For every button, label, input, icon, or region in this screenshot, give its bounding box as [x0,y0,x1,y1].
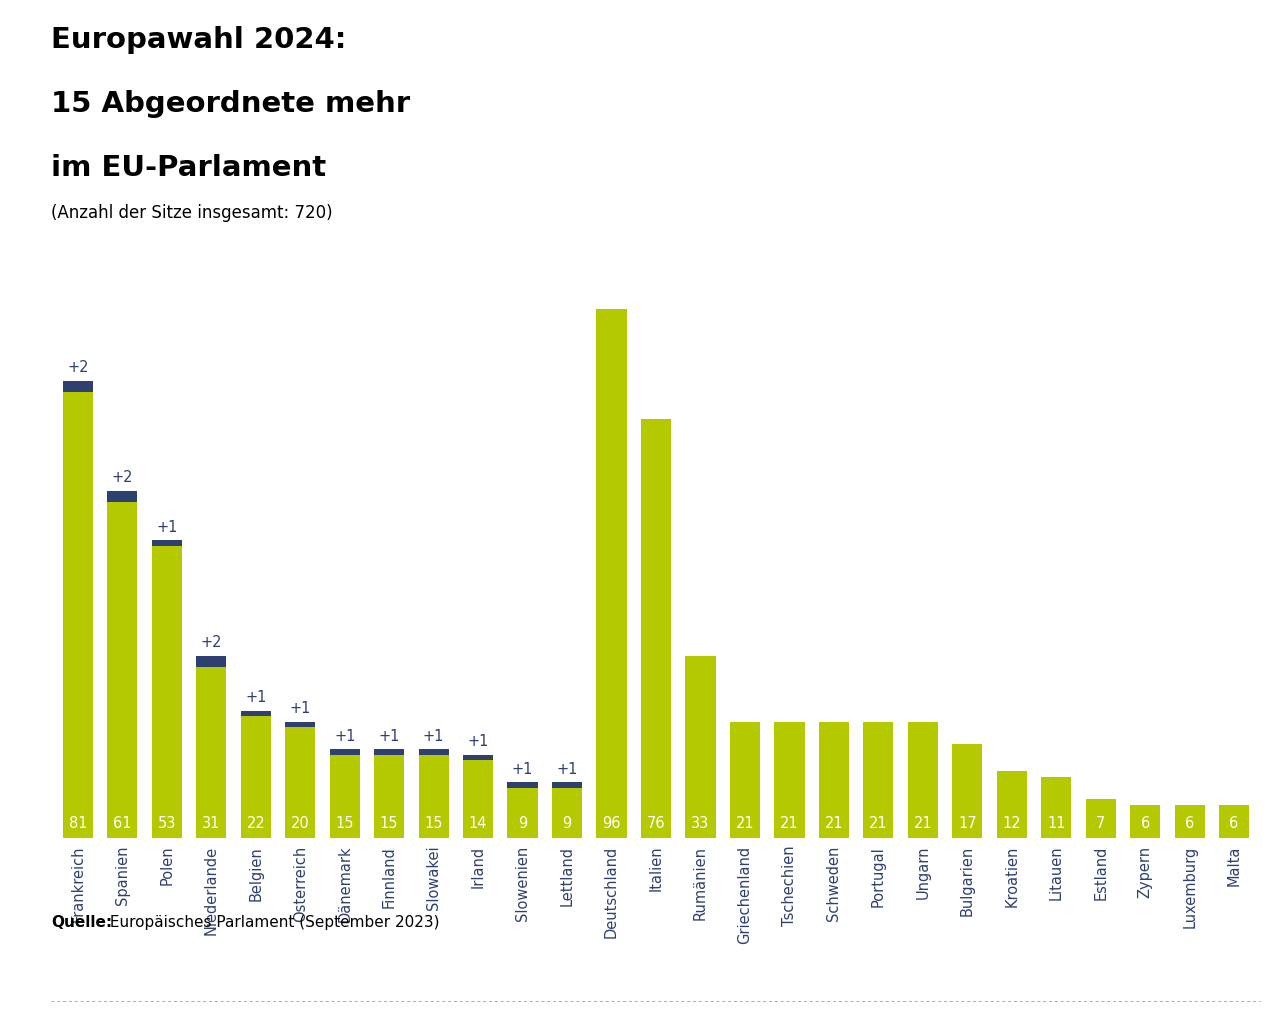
Bar [108,491,137,501]
Text: +1: +1 [557,762,577,777]
Bar [241,717,271,838]
Text: 21: 21 [736,816,754,831]
Bar [285,728,315,838]
Bar [152,541,182,546]
Text: Europawahl 2024:: Europawahl 2024: [51,26,347,54]
Text: 12: 12 [1002,816,1021,831]
Text: (Anzahl der Sitze insgesamt: 720): (Anzahl der Sitze insgesamt: 720) [51,204,333,221]
Bar [419,750,449,755]
Text: 20: 20 [291,816,310,831]
Bar [63,381,93,392]
Text: 31: 31 [202,816,220,831]
Bar [196,656,227,667]
Bar [1041,777,1071,838]
Bar [507,788,538,838]
Text: 21: 21 [914,816,932,831]
Text: Europäisches Parlament (September 2023): Europäisches Parlament (September 2023) [105,915,439,931]
Text: im EU-Parlament: im EU-Parlament [51,154,326,182]
Text: 15: 15 [425,816,443,831]
Text: +1: +1 [467,734,489,750]
Text: 6: 6 [1230,816,1239,831]
Text: +2: +2 [201,635,221,650]
Bar [419,755,449,838]
Bar [552,788,582,838]
Text: 81: 81 [69,816,87,831]
Text: 6: 6 [1140,816,1149,831]
Bar [63,392,93,838]
Bar [241,711,271,717]
Text: 21: 21 [824,816,844,831]
Bar [952,743,983,838]
Text: 9: 9 [518,816,527,831]
Text: +2: +2 [67,360,88,375]
Text: +1: +1 [289,701,311,717]
Text: 96: 96 [603,816,621,831]
Bar [329,755,360,838]
Bar [730,722,760,838]
Text: 15: 15 [380,816,398,831]
Text: +1: +1 [512,762,534,777]
Bar [641,419,671,838]
Text: 53: 53 [157,816,177,831]
Bar [1175,804,1204,838]
Text: 7: 7 [1096,816,1106,831]
Bar [552,783,582,788]
Text: 9: 9 [562,816,572,831]
Bar [819,722,849,838]
Text: 61: 61 [113,816,132,831]
Bar [108,501,137,838]
Text: 11: 11 [1047,816,1065,831]
Bar [463,755,493,760]
Bar [507,783,538,788]
Text: 21: 21 [780,816,799,831]
Text: 33: 33 [691,816,709,831]
Bar [1219,804,1249,838]
Text: +1: +1 [334,729,356,743]
Bar [152,546,182,838]
Bar [463,760,493,838]
Bar [1085,799,1116,838]
Bar [908,722,938,838]
Text: 17: 17 [957,816,977,831]
Text: +1: +1 [422,729,444,743]
Bar [329,750,360,755]
Bar [997,771,1027,838]
Bar [685,656,716,838]
Text: +1: +1 [156,520,178,535]
Text: 22: 22 [246,816,265,831]
Bar [596,309,627,838]
Bar [374,755,404,838]
Bar [285,722,315,728]
Text: 6: 6 [1185,816,1194,831]
Bar [1130,804,1160,838]
Bar [774,722,805,838]
Bar [863,722,893,838]
Bar [196,667,227,838]
Text: 76: 76 [646,816,666,831]
Text: 21: 21 [869,816,887,831]
Text: 15 Abgeordnete mehr: 15 Abgeordnete mehr [51,90,411,118]
Text: +2: +2 [111,470,133,485]
Text: Quelle:: Quelle: [51,915,113,931]
Text: 14: 14 [468,816,488,831]
Bar [374,750,404,755]
Text: +1: +1 [244,691,266,705]
Text: +1: +1 [379,729,399,743]
Text: 15: 15 [335,816,355,831]
